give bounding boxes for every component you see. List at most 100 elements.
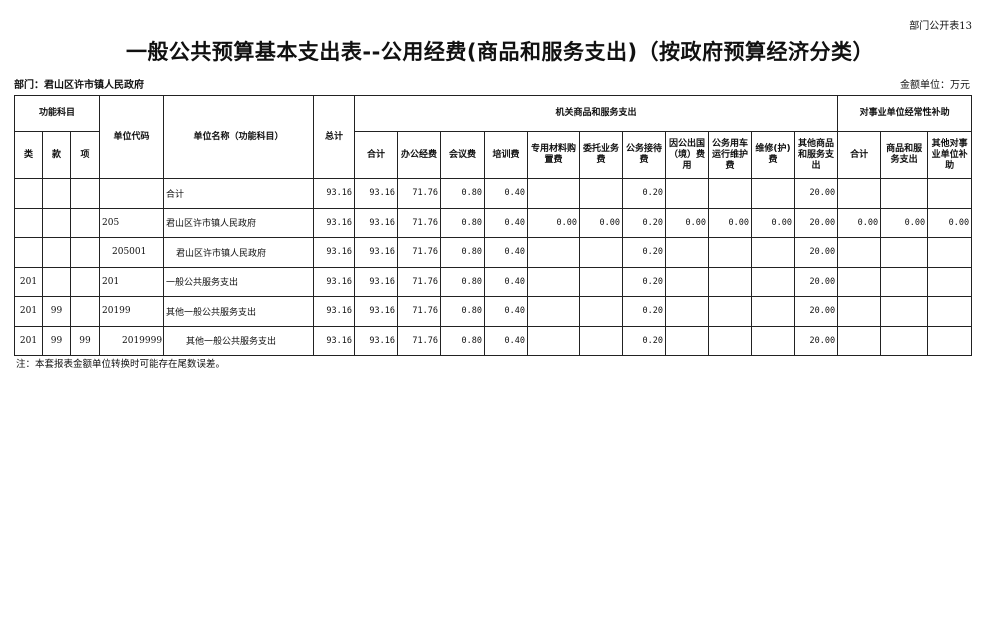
cell-amount: 93.16 [354,266,398,297]
cell-unit-name: 其他一般公共服务支出 [163,296,314,327]
cell-amount: 93.16 [313,178,355,209]
cell-amount: 0.00 [880,207,929,238]
cell-amount: 0.20 [622,266,666,297]
cell-amount [880,296,929,327]
cell-amount [665,237,709,268]
cell-amount: 0.00 [708,207,752,238]
cell-amount [837,237,882,268]
header-kuan: 款 [42,131,71,179]
cell-amount [527,237,580,268]
header-xiang: 项 [70,131,100,179]
cell-amount: 0.40 [484,296,528,327]
cell-xiang [70,296,100,327]
cell-amount [751,237,795,268]
cell-amount: 93.16 [313,325,355,356]
cell-amount [751,266,795,297]
footnote: 注：本套报表金额单位转换时可能存在尾数误差。 [16,359,226,370]
header-col-agency: 公务用车运行维护费 [708,131,752,179]
cell-lei: 201 [14,296,43,327]
cell-unit-code: 2019999 [99,325,164,356]
cell-amount [927,266,973,297]
cell-amount: 0.00 [665,207,709,238]
cell-amount: 0.80 [440,325,485,356]
cell-unit-code: 205001 [99,237,164,268]
cell-amount: 20.00 [793,237,839,268]
cell-amount [708,325,752,356]
cell-amount: 93.16 [313,237,355,268]
cell-xiang [70,266,100,297]
cell-amount [579,325,623,356]
cell-unit-name: 合计 [163,178,314,209]
table-row: 201 99 20199 其他一般公共服务支出 93.16 93.16 71.76 0.80 0… [14,296,973,327]
cell-amount: 0.40 [484,237,528,268]
cell-amount: 0.40 [484,207,528,238]
cell-amount [837,296,882,327]
table-row: 205001 君山区许市镇人民政府 93.16 93.16 71.76 0.80 0.40 0… [14,237,973,268]
cell-amount: 0.20 [622,178,666,209]
cell-lei: 201 [14,266,43,297]
header-col-agency: 其他商品和服务支出 [793,131,839,179]
cell-amount [927,237,973,268]
header-lei: 类 [14,131,43,179]
cell-amount [708,178,752,209]
cell-amount: 0.40 [484,325,528,356]
cell-xiang [70,178,100,209]
header-col-agency: 委托业务费 [579,131,623,179]
cell-amount [527,266,580,297]
cell-kuan: 99 [42,325,71,356]
header-group-subsidy: 对事业单位经常性补助 [837,95,973,132]
amount-unit-label: 金额单位：万元 [900,80,970,91]
cell-kuan [42,237,71,268]
cell-amount [665,266,709,297]
cell-amount [927,325,973,356]
cell-amount: 71.76 [397,325,441,356]
cell-amount: 71.76 [397,266,441,297]
cell-unit-code [99,178,164,209]
cell-amount [665,296,709,327]
cell-amount: 0.00 [837,207,882,238]
cell-unit-name: 君山区许市镇人民政府 [163,237,314,268]
department-label: 部门：君山区许市镇人民政府 [14,80,144,91]
cell-amount: 71.76 [397,178,441,209]
header-func-subject: 功能科目 [14,95,100,132]
cell-amount: 93.16 [354,325,398,356]
header-col-agency: 办公经费 [397,131,441,179]
table-row: 201 99 99 2019999 其他一般公共服务支出 93.16 93.16 71.76 0… [14,325,973,356]
cell-amount: 93.16 [313,207,355,238]
cell-amount: 93.16 [354,237,398,268]
cell-xiang: 99 [70,325,100,356]
cell-amount [665,178,709,209]
cell-amount [579,178,623,209]
cell-unit-code: 20199 [99,296,164,327]
cell-amount [708,237,752,268]
cell-amount [708,296,752,327]
cell-amount [527,296,580,327]
cell-xiang [70,207,100,238]
cell-amount: 93.16 [313,296,355,327]
page-title: 一般公共预算基本支出表--公用经费(商品和服务支出)（按政府预算经济分类） [125,40,875,64]
cell-amount: 0.80 [440,178,485,209]
header-col-subsidy: 商品和服务支出 [880,131,929,179]
cell-amount [880,237,929,268]
cell-amount: 71.76 [397,207,441,238]
header-col-agency: 维修(护)费 [751,131,795,179]
cell-amount: 0.00 [751,207,795,238]
header-col-agency: 合计 [354,131,398,179]
cell-amount [751,178,795,209]
cell-amount [527,178,580,209]
cell-amount: 0.00 [579,207,623,238]
cell-amount [837,325,882,356]
table-row: 201 201 一般公共服务支出 93.16 93.16 71.76 0.80 0.40 0.2… [14,266,973,297]
cell-amount [751,296,795,327]
cell-amount: 0.40 [484,178,528,209]
cell-unit-name: 一般公共服务支出 [163,266,314,297]
cell-amount: 93.16 [354,207,398,238]
cell-amount [927,296,973,327]
cell-amount: 0.00 [927,207,973,238]
expenditure-table: 功能科目 单位代码 单位名称（功能科目） 总计 机关商品和服务支出 对事业单位经… [14,95,973,356]
cell-amount: 93.16 [354,178,398,209]
cell-amount [751,325,795,356]
cell-amount: 93.16 [354,296,398,327]
cell-amount [527,325,580,356]
table-row: 205 君山区许市镇人民政府 93.16 93.16 71.76 0.80 0.40 0.00… [14,207,973,238]
